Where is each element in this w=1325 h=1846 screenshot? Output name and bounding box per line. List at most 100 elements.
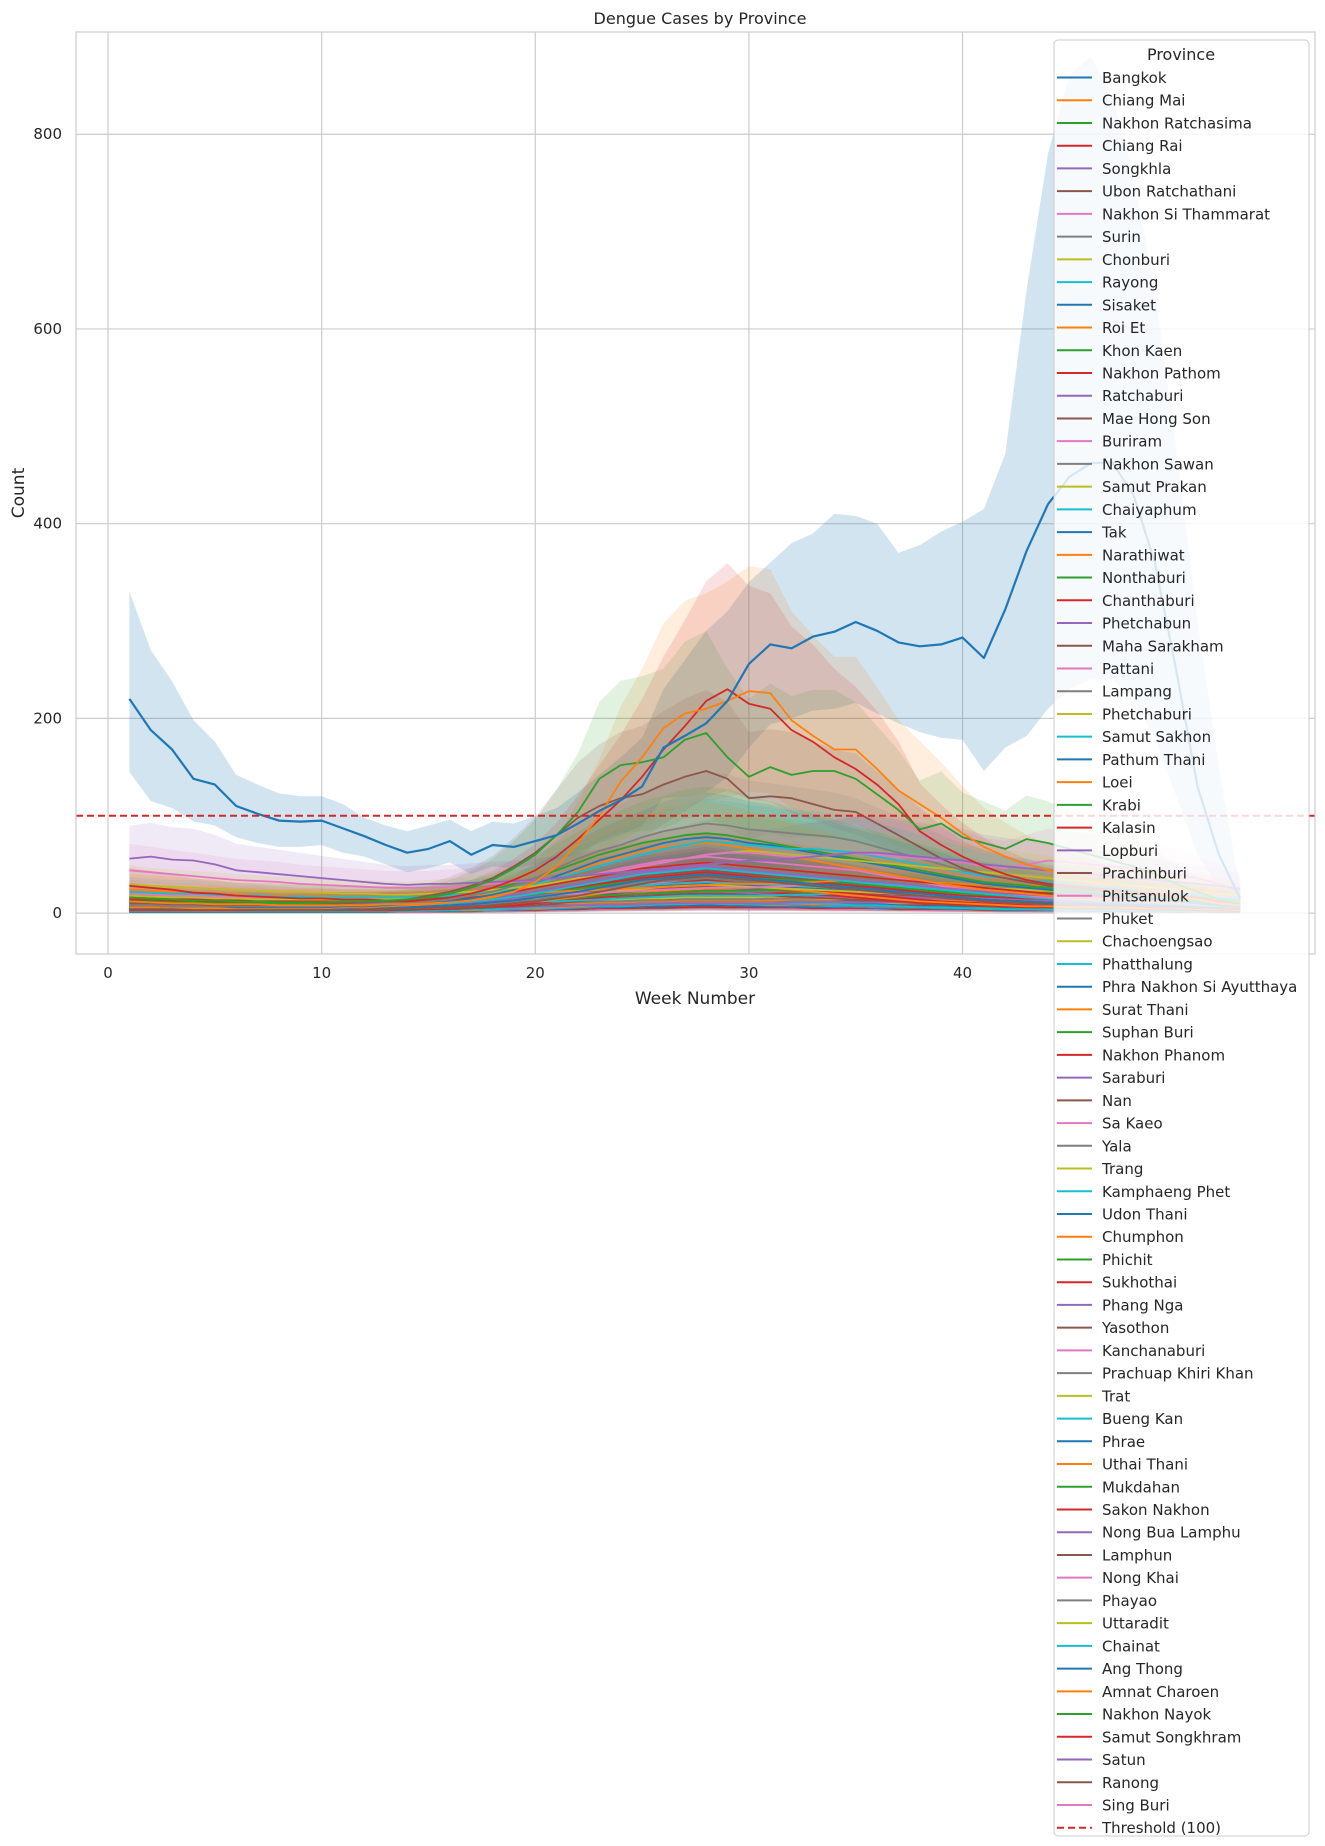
legend-label: Rayong [1102, 274, 1158, 292]
legend-label: Surat Thani [1102, 1001, 1189, 1019]
legend-label: Uthai Thani [1102, 1456, 1188, 1474]
plot-frame [75, 31, 1316, 955]
x-tick-label: 40 [953, 964, 972, 982]
legend-frame [1053, 39, 1310, 1837]
legend-label: Prachinburi [1102, 865, 1187, 883]
ci-band [129, 566, 1241, 910]
legend-label: Trang [1101, 1160, 1143, 1178]
legend-label: Samut Songkhram [1102, 1728, 1241, 1746]
legend-label: Chiang Rai [1102, 137, 1183, 155]
legend-label: Kalasin [1102, 819, 1156, 837]
legend-label: Saraburi [1102, 1069, 1165, 1087]
legend-label: Ranong [1102, 1774, 1159, 1792]
y-tick-label: 600 [33, 320, 62, 338]
legend-label: Phra Nakhon Si Ayutthaya [1102, 978, 1297, 996]
legend-label: Nan [1102, 1092, 1132, 1110]
legend-label: Samut Prakan [1102, 478, 1207, 496]
legend-label: Krabi [1102, 796, 1141, 814]
legend-label: Phitsanulok [1102, 887, 1189, 905]
legend-label: Chiang Mai [1102, 92, 1185, 110]
x-axis-ticks: 0 10 20 30 40 [103, 964, 972, 982]
legend-label: Nong Bua Lamphu [1102, 1524, 1241, 1542]
y-tick-label: 0 [52, 904, 62, 922]
legend-label: Chanthaburi [1102, 592, 1195, 610]
legend-label: Ubon Ratchathani [1102, 183, 1236, 201]
legend-label: Khon Kaen [1102, 342, 1182, 360]
legend-label-threshold: Threshold (100) [1101, 1819, 1221, 1837]
legend-label: Prachuap Khiri Khan [1102, 1365, 1254, 1383]
legend-label: Amnat Charoen [1102, 1683, 1219, 1701]
legend-label: Sisaket [1102, 296, 1156, 314]
legend-label: Bangkok [1102, 69, 1167, 87]
legend-label: Sing Buri [1102, 1796, 1170, 1814]
legend-label: Ratchaburi [1102, 387, 1183, 405]
legend-label: Nong Khai [1102, 1569, 1179, 1587]
legend-label: Maha Sarakham [1102, 637, 1224, 655]
legend-label: Phetchabun [1102, 615, 1191, 633]
legend-label: Bueng Kan [1102, 1410, 1183, 1428]
legend-label: Pattani [1102, 660, 1154, 678]
legend-label: Sa Kaeo [1102, 1115, 1163, 1133]
legend-label: Suphan Buri [1102, 1024, 1194, 1042]
legend-label: Trat [1101, 1387, 1130, 1405]
x-axis-label: Week Number [635, 989, 755, 1009]
y-tick-label: 400 [33, 515, 62, 533]
x-tick-label: 0 [103, 964, 113, 982]
legend-label: Mukdahan [1102, 1478, 1180, 1496]
legend-label: Phrae [1102, 1433, 1145, 1451]
legend-label: Yala [1101, 1137, 1132, 1155]
legend-label: Phichit [1102, 1251, 1153, 1269]
legend-title: Province [1147, 45, 1215, 64]
legend-label: Nakhon Phanom [1102, 1046, 1225, 1064]
legend-label: Lampang [1102, 683, 1172, 701]
legend-label: Phayao [1102, 1592, 1157, 1610]
y-tick-label: 200 [33, 709, 62, 727]
legend-label: Chumphon [1102, 1228, 1184, 1246]
legend-label: Ang Thong [1102, 1660, 1183, 1678]
x-tick-label: 30 [739, 964, 758, 982]
legend-label: Sakon Nakhon [1102, 1501, 1210, 1519]
legend-label: Pathum Thani [1102, 751, 1205, 769]
legend-label: Tak [1101, 524, 1127, 542]
legend-label: Nakhon Ratchasima [1102, 114, 1252, 132]
legend-label: Roi Et [1102, 319, 1145, 337]
legend-label: Uttaradit [1102, 1615, 1169, 1633]
legend-label: Yasothon [1101, 1319, 1169, 1337]
legend-label: Lopburi [1102, 842, 1158, 860]
legend-label: Nakhon Nayok [1102, 1706, 1212, 1724]
legend-label: Buriram [1102, 433, 1162, 451]
legend-label: Nakhon Pathom [1102, 364, 1221, 382]
y-axis-label: Count [9, 467, 29, 518]
legend-label: Chainat [1102, 1637, 1160, 1655]
legend-label: Kanchanaburi [1102, 1342, 1205, 1360]
x-tick-label: 10 [312, 964, 331, 982]
chart-title: Dengue Cases by Province [594, 9, 807, 28]
legend: Province Bangkok Chiang Mai Nakhon Ratchas… [1053, 39, 1310, 1837]
y-tick-label: 800 [33, 125, 62, 143]
x-tick-label: 20 [526, 964, 545, 982]
legend-label: Kamphaeng Phet [1102, 1183, 1230, 1201]
legend-label: Phuket [1102, 910, 1153, 928]
ci-band [129, 771, 1241, 911]
ci-band [129, 792, 1241, 911]
legend-label: Nakhon Si Thammarat [1102, 205, 1270, 223]
legend-label: Chaiyaphum [1102, 501, 1197, 519]
legend-label: Songkhla [1102, 160, 1171, 178]
legend-items: Bangkok Chiang Mai Nakhon Ratchasima Chiang… [1057, 69, 1297, 1837]
legend-label: Surin [1102, 228, 1141, 246]
ci-band [129, 56, 1241, 909]
legend-label: Nonthaburi [1102, 569, 1186, 587]
legend-label: Narathiwat [1102, 546, 1185, 564]
legend-label: Udon Thani [1102, 1206, 1188, 1224]
legend-label: Nakhon Sawan [1102, 455, 1214, 473]
legend-label: Phatthalung [1102, 955, 1193, 973]
legend-label: Phetchaburi [1102, 705, 1192, 723]
y-axis-ticks: 0 200 400 600 800 [33, 125, 62, 922]
legend-label: Chachoengsao [1102, 933, 1213, 951]
legend-label: Lamphun [1102, 1546, 1172, 1564]
legend-label: Phang Nga [1102, 1296, 1183, 1314]
legend-label: Mae Hong Son [1102, 410, 1211, 428]
legend-label: Sukhothai [1102, 1274, 1177, 1292]
ci-band [129, 689, 1241, 910]
